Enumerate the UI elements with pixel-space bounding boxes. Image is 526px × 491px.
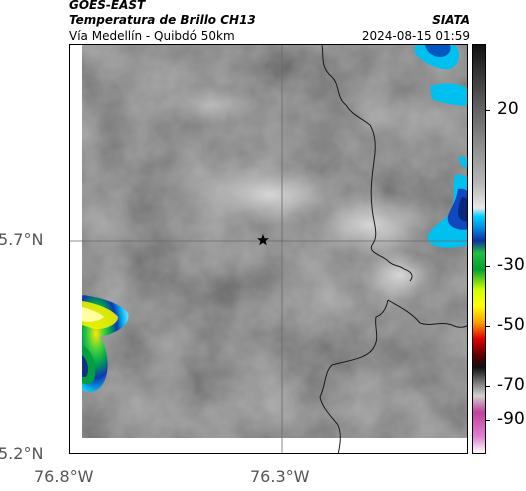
colorbar-label: -70	[497, 375, 525, 395]
colorbar-label: -50	[497, 315, 525, 335]
lon-tick-label: 76.8°W	[34, 467, 94, 486]
lat-tick-label: 5.2°N	[0, 444, 44, 463]
colorbar-tick	[485, 386, 490, 387]
boundary-line	[321, 45, 405, 270]
satellite-title: GOES-EAST	[69, 0, 146, 12]
convective-cell-right	[428, 174, 467, 248]
map-canvas	[70, 45, 467, 453]
colorbar-label: -30	[497, 255, 525, 275]
region-subtitle: Vía Medellín - Quibdó 50km	[69, 29, 235, 43]
colorbar-tick	[485, 110, 490, 111]
colorbar	[472, 44, 486, 454]
colorbar-tick	[485, 266, 490, 267]
colorbar-label: 20	[497, 99, 519, 119]
colorbar-label: -90	[497, 409, 525, 429]
agency-label: SIATA	[432, 13, 470, 27]
lon-tick-label: 76.3°W	[250, 467, 310, 486]
satellite-map[interactable]	[69, 44, 468, 454]
product-title: Temperatura de Brillo CH13	[69, 13, 256, 27]
lat-tick-label: 5.7°N	[0, 230, 44, 249]
colorbar-tick	[485, 326, 490, 327]
colorbar-tick	[485, 420, 490, 421]
timestamp-label: 2024-08-15 01:59	[361, 29, 470, 43]
star-icon	[257, 234, 269, 246]
